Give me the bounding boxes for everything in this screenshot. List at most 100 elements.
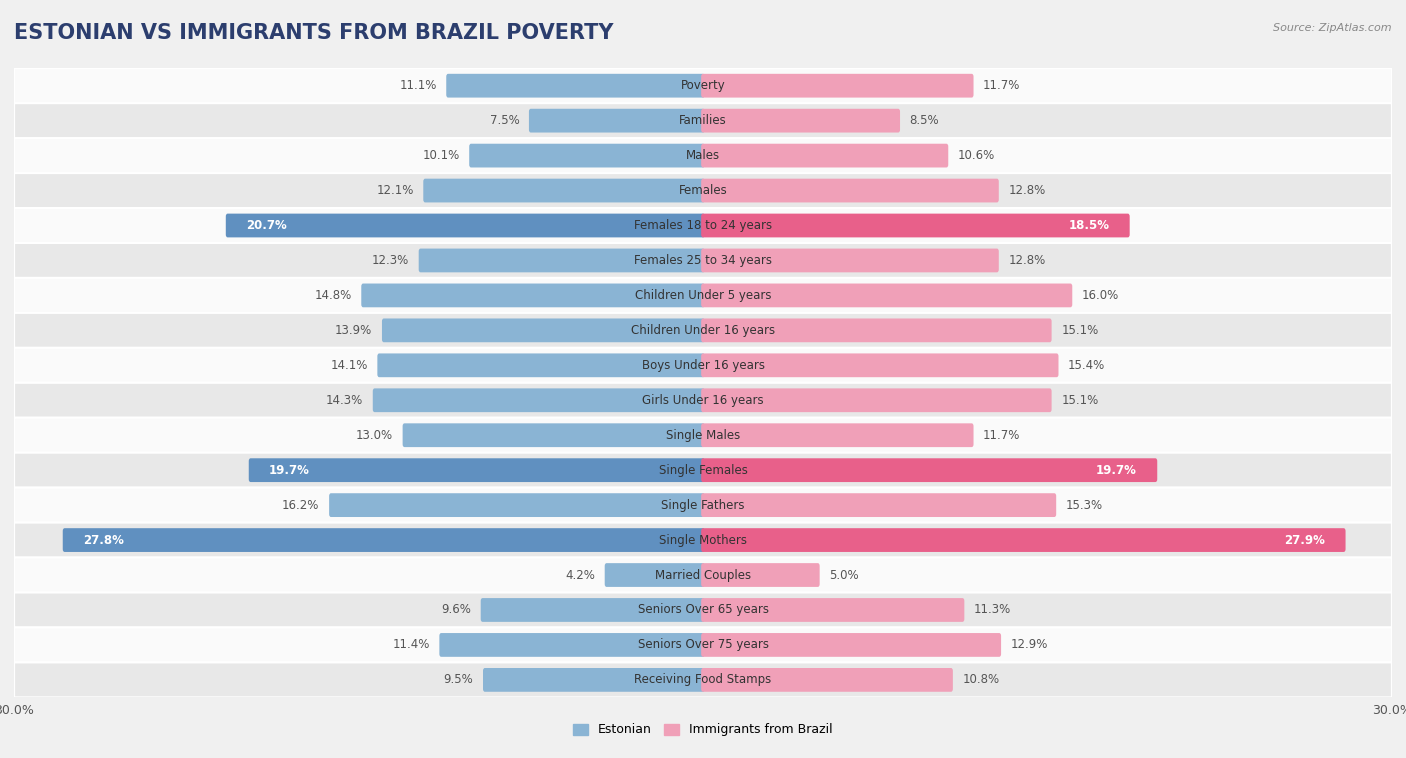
Text: 11.3%: 11.3% [974, 603, 1011, 616]
Text: 13.9%: 13.9% [335, 324, 373, 337]
Text: 12.3%: 12.3% [371, 254, 409, 267]
FancyBboxPatch shape [702, 214, 1129, 237]
Text: 11.7%: 11.7% [983, 79, 1021, 92]
FancyBboxPatch shape [470, 144, 704, 168]
FancyBboxPatch shape [14, 313, 1392, 348]
FancyBboxPatch shape [702, 423, 973, 447]
FancyBboxPatch shape [702, 493, 1056, 517]
Text: 13.0%: 13.0% [356, 429, 392, 442]
Text: 15.1%: 15.1% [1062, 324, 1098, 337]
Text: 10.1%: 10.1% [422, 149, 460, 162]
FancyBboxPatch shape [373, 388, 704, 412]
FancyBboxPatch shape [702, 179, 998, 202]
FancyBboxPatch shape [402, 423, 704, 447]
Text: 9.6%: 9.6% [441, 603, 471, 616]
FancyBboxPatch shape [14, 418, 1392, 453]
Text: 11.7%: 11.7% [983, 429, 1021, 442]
FancyBboxPatch shape [14, 383, 1392, 418]
Text: 27.9%: 27.9% [1285, 534, 1326, 547]
Text: 15.1%: 15.1% [1062, 393, 1098, 407]
Text: 14.8%: 14.8% [315, 289, 352, 302]
FancyBboxPatch shape [14, 103, 1392, 138]
FancyBboxPatch shape [329, 493, 704, 517]
Text: 12.1%: 12.1% [377, 184, 413, 197]
Text: Females 18 to 24 years: Females 18 to 24 years [634, 219, 772, 232]
FancyBboxPatch shape [529, 108, 704, 133]
FancyBboxPatch shape [14, 243, 1392, 278]
FancyBboxPatch shape [361, 283, 704, 307]
Text: Girls Under 16 years: Girls Under 16 years [643, 393, 763, 407]
Text: 18.5%: 18.5% [1069, 219, 1109, 232]
FancyBboxPatch shape [14, 662, 1392, 697]
FancyBboxPatch shape [702, 318, 1052, 343]
Text: Boys Under 16 years: Boys Under 16 years [641, 359, 765, 372]
FancyBboxPatch shape [702, 598, 965, 622]
FancyBboxPatch shape [702, 633, 1001, 657]
Text: Single Males: Single Males [666, 429, 740, 442]
Text: 10.6%: 10.6% [957, 149, 995, 162]
Text: 12.8%: 12.8% [1008, 184, 1046, 197]
FancyBboxPatch shape [702, 563, 820, 587]
FancyBboxPatch shape [702, 528, 1346, 552]
FancyBboxPatch shape [14, 593, 1392, 628]
FancyBboxPatch shape [484, 668, 704, 692]
FancyBboxPatch shape [702, 74, 973, 98]
FancyBboxPatch shape [14, 173, 1392, 208]
FancyBboxPatch shape [226, 214, 704, 237]
Text: Source: ZipAtlas.com: Source: ZipAtlas.com [1274, 23, 1392, 33]
FancyBboxPatch shape [377, 353, 704, 377]
FancyBboxPatch shape [14, 208, 1392, 243]
Text: Males: Males [686, 149, 720, 162]
Text: Seniors Over 75 years: Seniors Over 75 years [637, 638, 769, 651]
Text: Single Females: Single Females [658, 464, 748, 477]
FancyBboxPatch shape [423, 179, 704, 202]
FancyBboxPatch shape [419, 249, 704, 272]
Text: ESTONIAN VS IMMIGRANTS FROM BRAZIL POVERTY: ESTONIAN VS IMMIGRANTS FROM BRAZIL POVER… [14, 23, 613, 42]
FancyBboxPatch shape [702, 668, 953, 692]
FancyBboxPatch shape [14, 487, 1392, 522]
Text: Families: Families [679, 114, 727, 127]
Text: Single Fathers: Single Fathers [661, 499, 745, 512]
Text: 12.8%: 12.8% [1008, 254, 1046, 267]
Text: Married Couples: Married Couples [655, 568, 751, 581]
Text: 16.2%: 16.2% [283, 499, 319, 512]
Text: 11.1%: 11.1% [399, 79, 437, 92]
FancyBboxPatch shape [14, 68, 1392, 103]
Text: 12.9%: 12.9% [1011, 638, 1047, 651]
Text: 8.5%: 8.5% [910, 114, 939, 127]
FancyBboxPatch shape [481, 598, 704, 622]
Text: 19.7%: 19.7% [1097, 464, 1137, 477]
Text: Children Under 5 years: Children Under 5 years [634, 289, 772, 302]
FancyBboxPatch shape [702, 283, 1073, 307]
FancyBboxPatch shape [14, 138, 1392, 173]
Text: 27.8%: 27.8% [83, 534, 124, 547]
FancyBboxPatch shape [14, 348, 1392, 383]
FancyBboxPatch shape [14, 278, 1392, 313]
FancyBboxPatch shape [446, 74, 704, 98]
Text: 10.8%: 10.8% [963, 673, 1000, 687]
FancyBboxPatch shape [702, 459, 1157, 482]
FancyBboxPatch shape [439, 633, 704, 657]
Text: Females 25 to 34 years: Females 25 to 34 years [634, 254, 772, 267]
FancyBboxPatch shape [702, 249, 998, 272]
Text: 4.2%: 4.2% [565, 568, 595, 581]
Text: 14.1%: 14.1% [330, 359, 368, 372]
Text: Receiving Food Stamps: Receiving Food Stamps [634, 673, 772, 687]
FancyBboxPatch shape [14, 522, 1392, 558]
Text: 19.7%: 19.7% [269, 464, 309, 477]
Text: Children Under 16 years: Children Under 16 years [631, 324, 775, 337]
Text: 20.7%: 20.7% [246, 219, 287, 232]
FancyBboxPatch shape [382, 318, 704, 343]
FancyBboxPatch shape [14, 628, 1392, 662]
FancyBboxPatch shape [14, 558, 1392, 593]
Text: 7.5%: 7.5% [489, 114, 519, 127]
Text: Seniors Over 65 years: Seniors Over 65 years [637, 603, 769, 616]
Text: 15.3%: 15.3% [1066, 499, 1102, 512]
FancyBboxPatch shape [14, 453, 1392, 487]
Legend: Estonian, Immigrants from Brazil: Estonian, Immigrants from Brazil [568, 719, 838, 741]
Text: 15.4%: 15.4% [1069, 359, 1105, 372]
Text: Poverty: Poverty [681, 79, 725, 92]
Text: Females: Females [679, 184, 727, 197]
FancyBboxPatch shape [702, 388, 1052, 412]
FancyBboxPatch shape [249, 459, 704, 482]
